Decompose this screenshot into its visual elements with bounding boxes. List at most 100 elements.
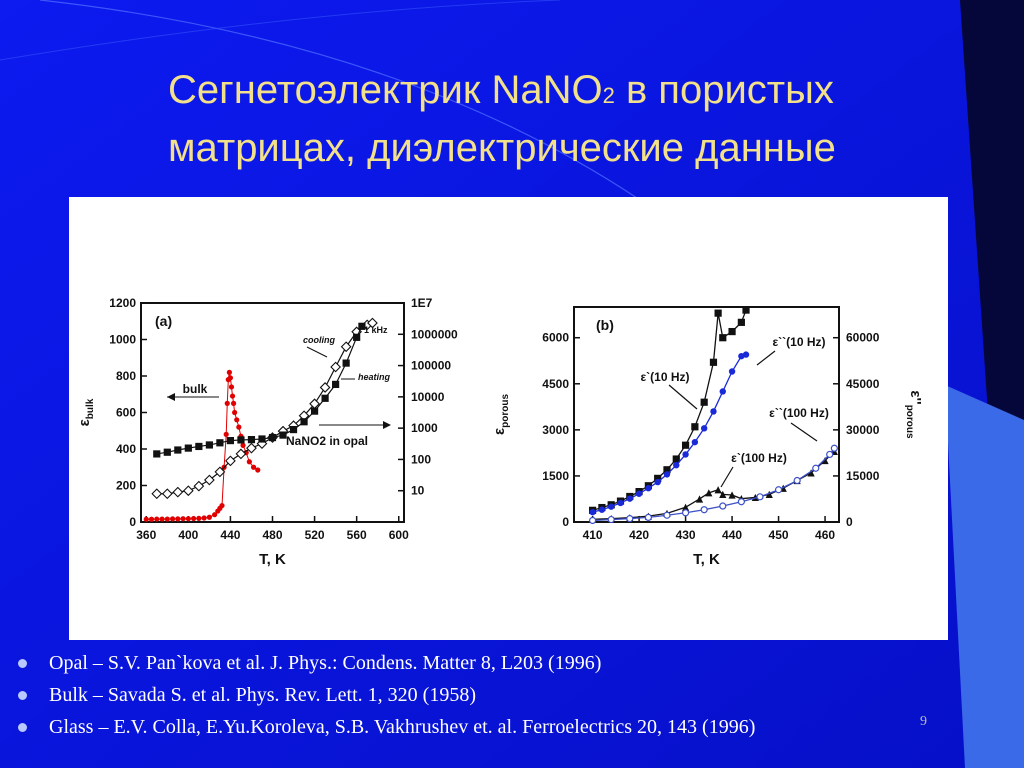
data-point [737, 318, 745, 326]
y-label-main: ε'' [907, 390, 924, 404]
point-bulk [148, 516, 155, 522]
plot-frame-a [140, 302, 405, 523]
point-bulk [219, 502, 225, 509]
data-point [626, 495, 633, 502]
series-line [592, 450, 835, 520]
data-point [626, 515, 634, 523]
point-bulk [240, 442, 246, 448]
figure-panel: 360 400 440 480 520 560 600 0 200 400 600 800 1000 12… [69, 197, 948, 640]
point-heating [342, 359, 350, 367]
bullet-icon [18, 691, 27, 700]
title-text-part2: в пористых [614, 68, 834, 112]
chart-b: 410 420 430 440 450 4600150030004500600001500… [491, 306, 924, 568]
annotation-frequency: 1 kHz [364, 325, 388, 335]
point-bulk [228, 384, 235, 390]
annotation-leader [306, 346, 328, 358]
data-point [673, 461, 680, 469]
point-cooling [340, 341, 352, 353]
y-tick-label-right-a: 1000000 [411, 327, 458, 341]
point-cooling [214, 466, 226, 478]
point-bulk [201, 515, 207, 521]
x-tick-label-b: 430 [676, 528, 696, 542]
point-heating [353, 333, 361, 341]
title-text-part1: Сегнетоэлектрик NaNO [168, 68, 603, 112]
point-cooling [204, 474, 215, 486]
point-bulk [229, 393, 236, 399]
point-cooling [193, 480, 205, 492]
reference-text: Glass – E.V. Colla, E.Yu.Koroleva, S.B. … [49, 716, 756, 738]
data-point [663, 466, 671, 474]
annotation-eps1-10hz: ε`(10 Hz) [640, 370, 689, 384]
x-tick-label-a: 440 [220, 528, 240, 542]
x-axis-label-a: T, K [259, 551, 286, 568]
data-point [728, 327, 736, 336]
point-bulk [230, 400, 237, 406]
x-tick-label-a: 600 [389, 528, 409, 542]
y-tick-label-right-b: 60000 [846, 331, 880, 345]
y-label-sub: porous [500, 394, 511, 428]
data-point [695, 495, 704, 503]
slide-title: Сегнетоэлектрик NaNO2 в пористых матрица… [168, 64, 968, 175]
point-bulk [175, 516, 181, 522]
y-tick-label-left-b: 0 [562, 515, 569, 529]
point-heating [247, 436, 256, 444]
x-tick-label-b: 450 [769, 528, 789, 542]
data-point [654, 474, 662, 482]
decor-arc-2 [0, 0, 561, 61]
x-tick-label-a: 400 [178, 528, 198, 542]
y-tick-label-left-a: 600 [116, 406, 136, 420]
point-cooling [330, 361, 341, 373]
point-cooling [367, 317, 378, 329]
point-bulk [206, 514, 212, 520]
point-bulk [169, 516, 176, 522]
data-point [644, 513, 652, 521]
annotation-eps2-10hz: ε``(10 Hz) [772, 335, 825, 349]
data-point [714, 486, 722, 494]
data-point [663, 511, 671, 519]
y-tick-label-left-a: 1200 [109, 296, 136, 310]
point-heating [226, 436, 235, 445]
data-point [705, 489, 713, 497]
y-label-sub: bulk [85, 398, 96, 419]
data-point [714, 309, 722, 317]
y-axis-label-left-b: εporous [491, 394, 511, 435]
annotation-leader [790, 422, 818, 442]
y-tick-label-right-a: 1E7 [411, 296, 433, 310]
point-heating [258, 435, 266, 443]
point-bulk [227, 375, 234, 381]
data-point [737, 498, 745, 506]
annotation-eps1-100hz: ε`(100 Hz) [731, 451, 787, 465]
data-point [663, 471, 671, 478]
plot-frame-b [573, 306, 840, 523]
data-point [672, 455, 680, 463]
data-point [607, 515, 615, 524]
y-tick-label-left-a: 200 [116, 479, 136, 493]
point-cooling [319, 382, 331, 393]
point-bulk [255, 467, 261, 473]
point-cooling [182, 485, 194, 497]
x-tick-label-a: 560 [347, 528, 367, 542]
point-heating [300, 418, 308, 426]
point-bulk [232, 409, 238, 416]
data-point [719, 490, 727, 498]
reference-item: Glass – E.V. Colla, E.Yu.Koroleva, S.B. … [18, 712, 1008, 744]
data-point [681, 441, 690, 449]
point-heating [174, 446, 182, 454]
point-bulk [164, 516, 170, 522]
annotation-nano2-opal: NaNO2 in opal [286, 434, 368, 448]
data-point [700, 425, 708, 432]
point-cooling [151, 488, 163, 500]
point-heating [310, 407, 319, 415]
point-bulk [223, 431, 229, 437]
arrow-head-opal [383, 421, 391, 429]
y-tick-label-right-a: 10 [411, 484, 425, 498]
data-point [710, 408, 717, 415]
data-point [607, 503, 615, 510]
data-point [807, 469, 815, 477]
data-point [681, 509, 690, 517]
point-bulk [236, 424, 242, 430]
decor-arc [39, 0, 641, 201]
panel-label-b: (b) [596, 317, 614, 333]
point-bulk [234, 417, 240, 423]
y-tick-label-left-b: 1500 [542, 469, 569, 483]
